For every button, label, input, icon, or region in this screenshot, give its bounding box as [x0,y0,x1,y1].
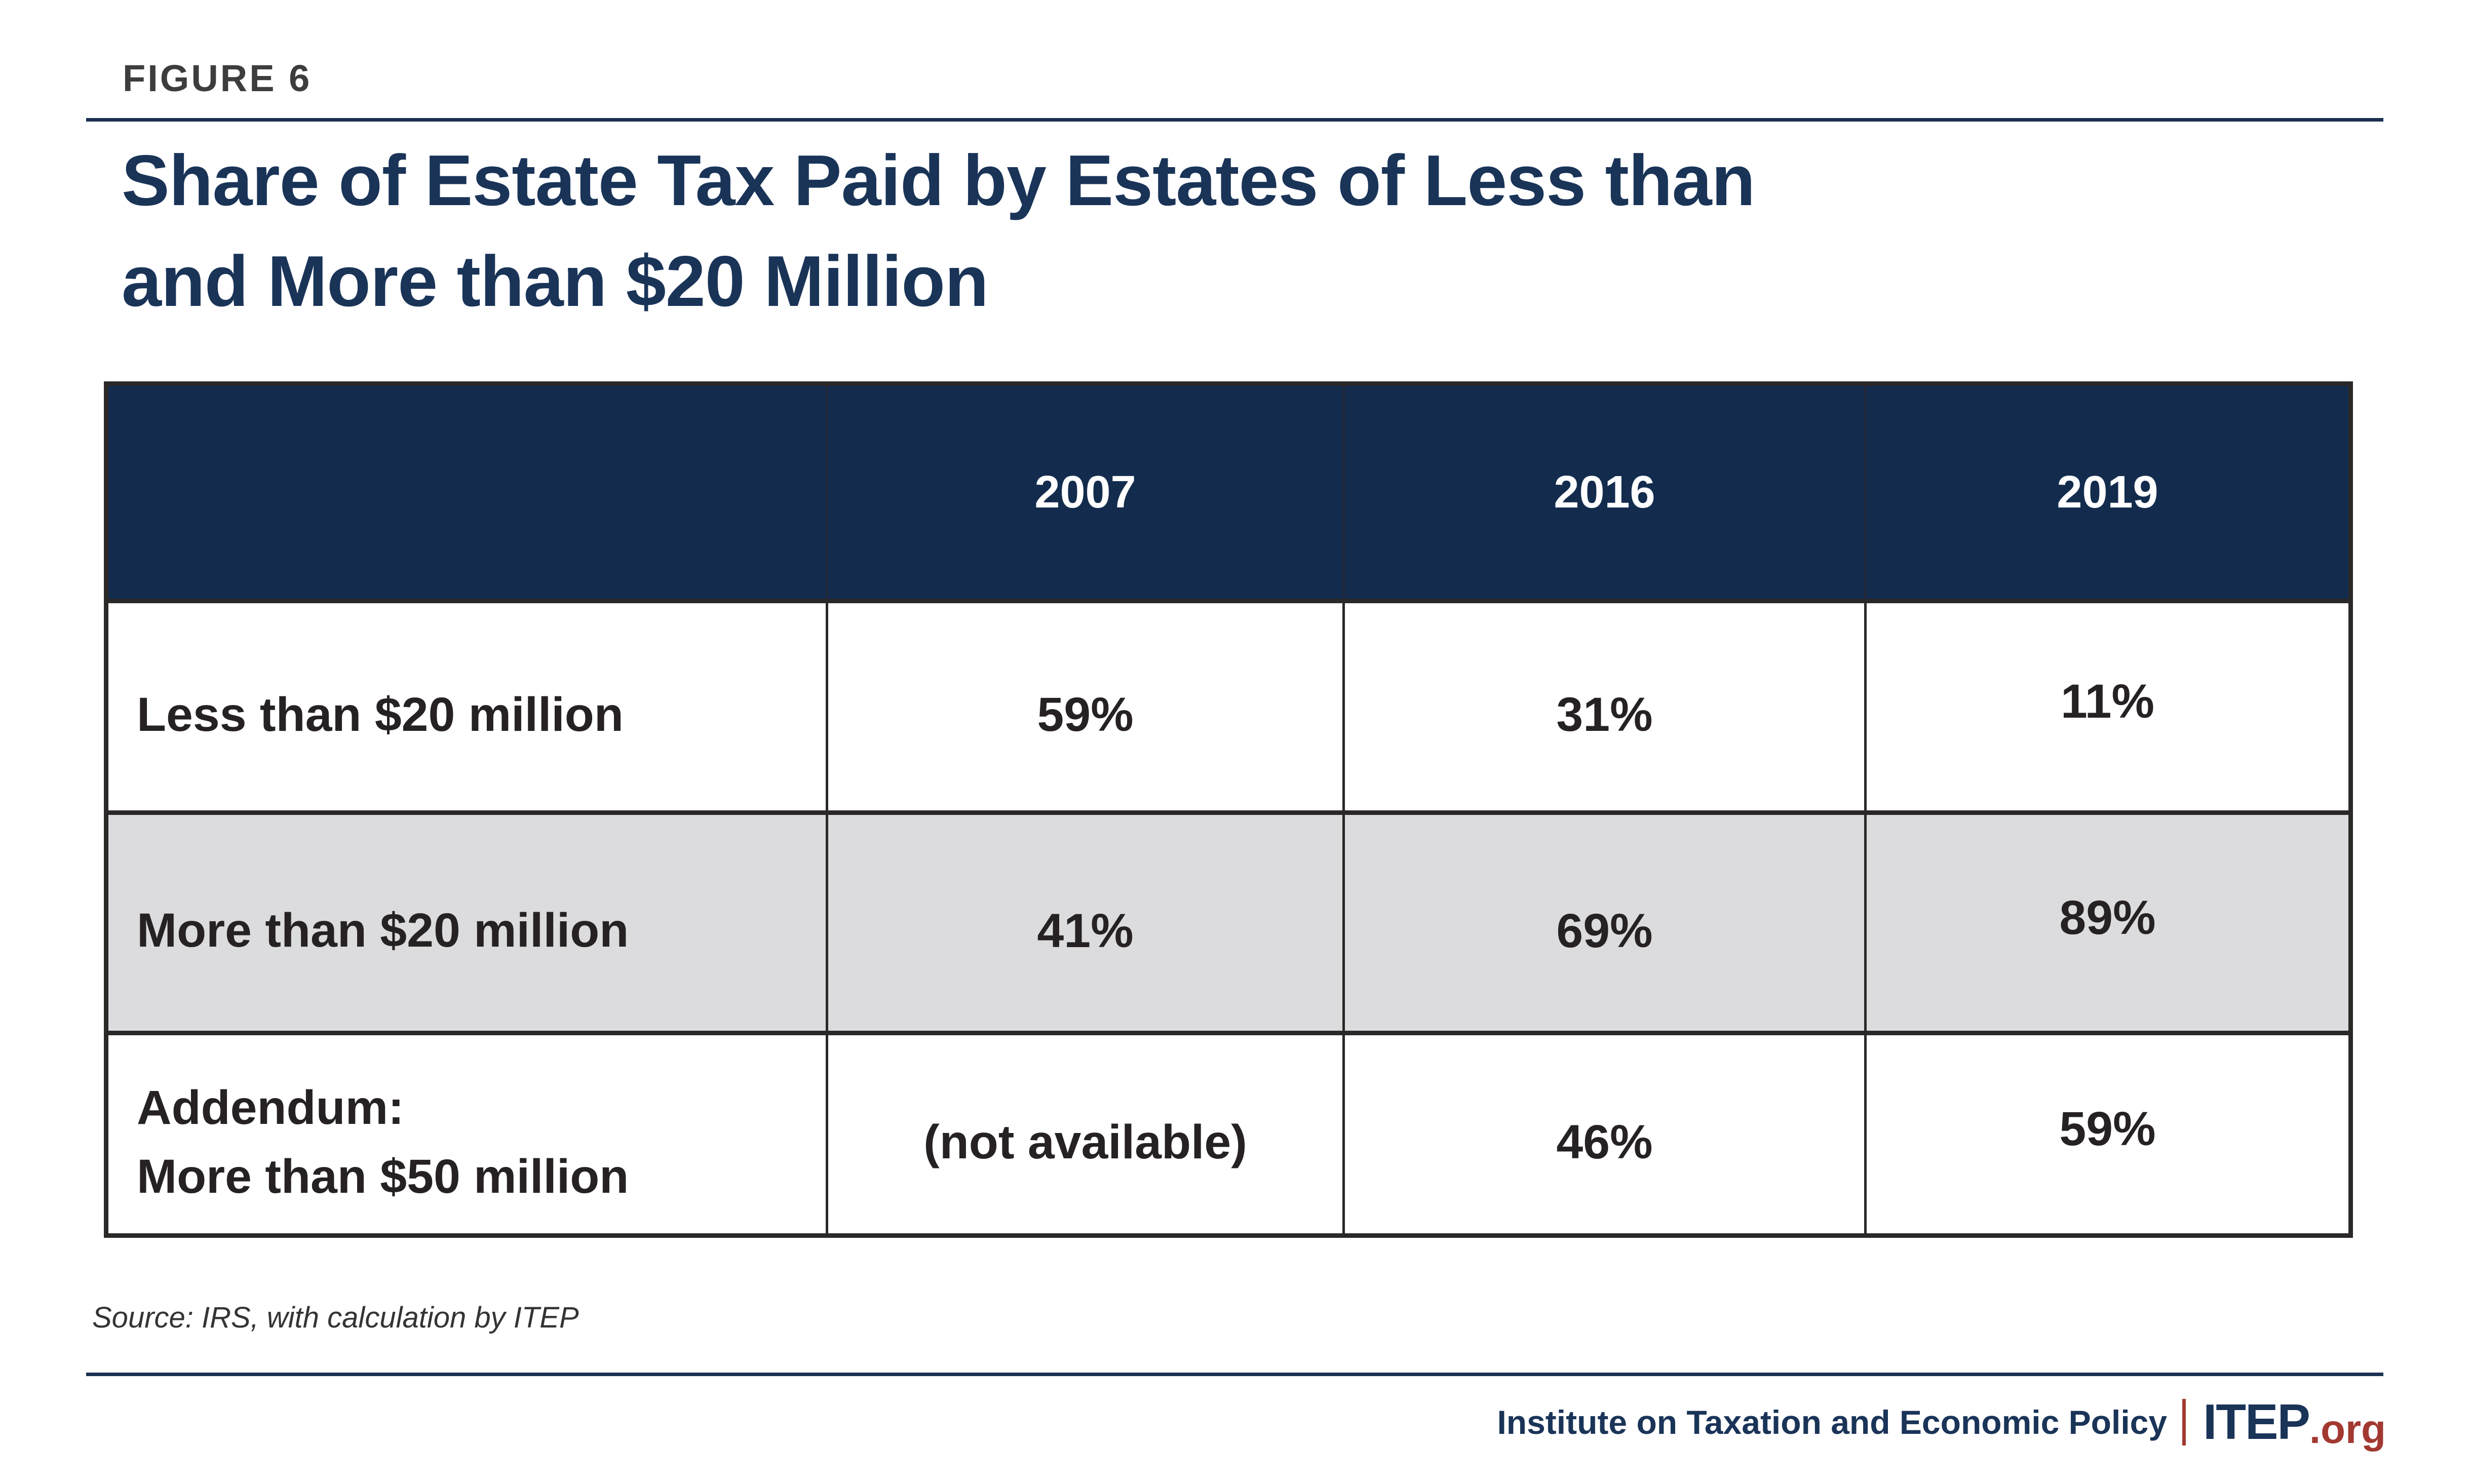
row-label-less-than-20m: Less than $20 million [108,603,828,815]
value-more50m-2016: 46% [1345,1035,1867,1233]
value-more20m-2019: 89% [1867,815,2348,1035]
value-more20m-2007: 41% [828,815,1345,1035]
value-more50m-2019: 59% [1867,1035,2348,1233]
row-label-addendum-more-than-50m: Addendum: More than $50 million [108,1035,828,1233]
row-label-text-line2: More than $50 million [137,1149,629,1203]
footer-divider-bar [2182,1398,2186,1446]
footer-organization-name: Institute on Taxation and Economic Polic… [1497,1403,2168,1441]
value-less20m-2007: 59% [828,603,1345,815]
source-note: Source: IRS, with calculation by ITEP [92,1301,579,1334]
itep-logo-org-suffix: .org [2309,1406,2386,1452]
row-label-text: Less than $20 million [137,687,624,741]
figure-label: FIGURE 6 [123,57,312,99]
value-less20m-2019: 11% [1867,603,2348,815]
row-label-more-than-20m: More than $20 million [108,815,828,1035]
footer: Institute on Taxation and Economic Polic… [1497,1390,2386,1454]
column-header-2016: 2016 [1345,386,1867,603]
value-more20m-2016: 69% [1345,815,1867,1035]
value-less20m-2016: 31% [1345,603,1867,815]
figure-title-line1: Share of Estate Tax Paid by Estates of L… [122,140,1755,221]
value-more50m-2007: (not available) [828,1035,1345,1233]
table-corner-cell [108,386,828,603]
figure-title: Share of Estate Tax Paid by Estates of L… [122,131,1755,332]
estate-tax-table: 2007 2016 2019 Less than $20 million 59%… [104,381,2353,1238]
itep-logo-text: ITEP [2203,1394,2310,1450]
top-rule [86,118,2383,122]
figure-title-line2: and More than $20 Million [122,241,989,322]
row-label-text: More than $20 million [137,904,629,958]
column-header-2007: 2007 [828,386,1345,603]
column-header-2019: 2019 [1867,386,2348,603]
bottom-rule [86,1373,2383,1376]
row-label-text: Addendum: [137,1080,404,1135]
